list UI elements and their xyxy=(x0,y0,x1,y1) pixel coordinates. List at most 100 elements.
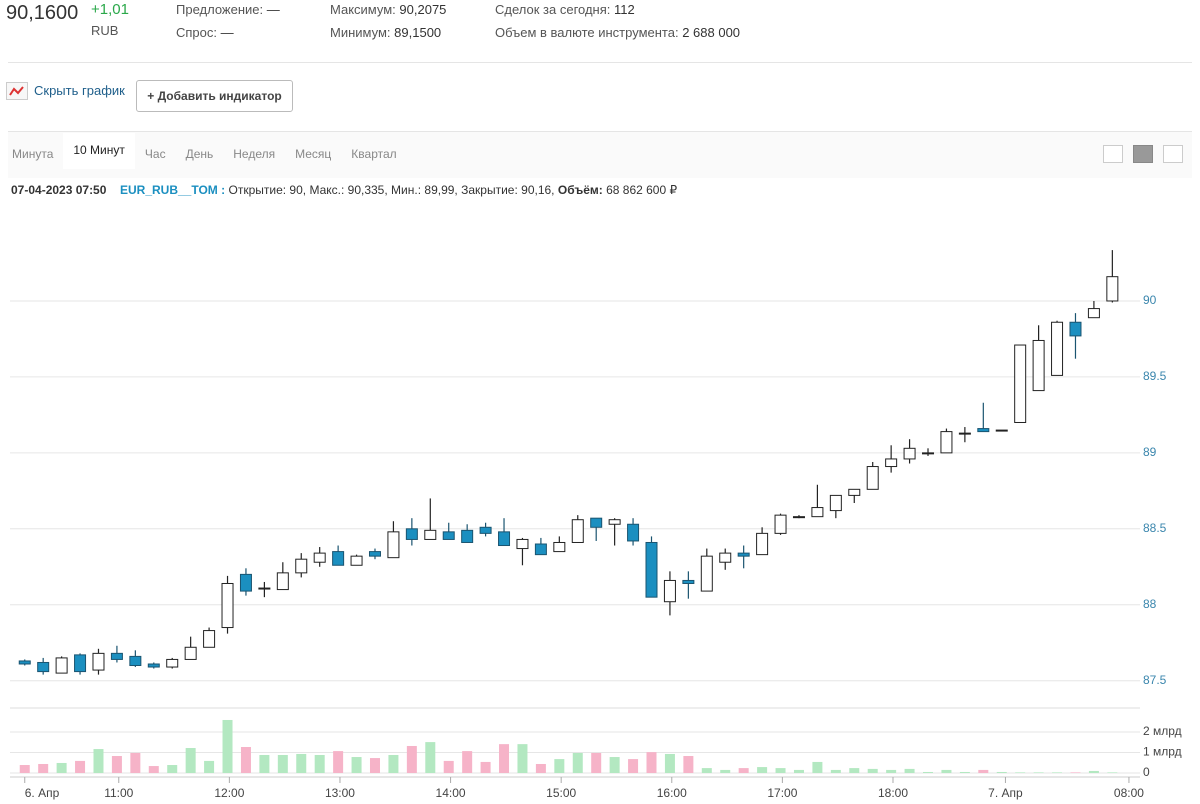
y-tick-label: 88.5 xyxy=(1143,521,1167,535)
candle-body xyxy=(203,630,216,648)
stat-value: 2 688 000 xyxy=(682,25,741,40)
candle-chart-icon[interactable] xyxy=(1133,145,1153,163)
volume-bar xyxy=(75,760,86,773)
volume-bar xyxy=(959,771,970,773)
add-indicator[interactable]: + Добавить индикатор xyxy=(136,80,293,112)
candle-body xyxy=(55,657,68,674)
tab[interactable]: День xyxy=(185,147,214,161)
line-chart-icon[interactable] xyxy=(1103,145,1123,163)
volume-bar xyxy=(406,745,417,773)
candle-body xyxy=(885,458,898,468)
x-tick-label: 6. Апр xyxy=(25,786,60,800)
bar-chart-icon[interactable] xyxy=(1163,145,1183,163)
candle-body xyxy=(995,429,1008,432)
y-tick-label: 89.5 xyxy=(1143,369,1167,383)
tab[interactable]: Неделя xyxy=(233,147,276,161)
last-price: 90,1600 xyxy=(6,2,79,24)
volume-tick-label: 1 млрд xyxy=(1143,745,1182,759)
volume-bar xyxy=(499,744,510,773)
stat-label: Предложение: xyxy=(176,2,264,17)
volume-bar xyxy=(148,766,159,773)
info-value: 89,99, xyxy=(424,183,458,197)
volume-tick-label: 0 xyxy=(1143,765,1150,779)
volume-bar xyxy=(738,768,749,773)
ticker: EUR_RUB__TOM : xyxy=(120,183,226,197)
y-tick-label: 88 xyxy=(1143,597,1157,611)
stat: Объем в валюте инструмента: 2 688 000 xyxy=(495,25,740,40)
info-line: EUR_RUB__TOM : Открытие: 90, Макс.: 90,3… xyxy=(120,183,677,197)
volume-bar xyxy=(38,763,49,773)
candle-body xyxy=(387,531,400,559)
info-label: Мин.: xyxy=(391,183,422,197)
volume-bar xyxy=(535,763,546,773)
stat-value: — xyxy=(266,2,280,17)
volume-bar xyxy=(369,758,380,773)
volume-bar xyxy=(1088,770,1099,773)
volume-bar xyxy=(1107,772,1118,773)
info-value: 90,335, xyxy=(347,183,388,197)
candle-body xyxy=(829,494,842,512)
volume-bar xyxy=(425,742,436,773)
candle-body xyxy=(682,579,695,584)
candle-body xyxy=(534,543,547,556)
x-tick-label: 14:00 xyxy=(436,786,466,800)
volume-bar xyxy=(296,753,307,773)
candle-body xyxy=(848,488,861,496)
volume-bar xyxy=(130,752,141,773)
candle-body xyxy=(350,555,363,566)
volume-bar xyxy=(443,760,454,773)
candle-body xyxy=(977,428,990,433)
candle-body xyxy=(590,517,603,528)
stat-label: Сделок за сегодня: xyxy=(495,2,611,17)
volume-bar xyxy=(1052,772,1063,773)
candle-body xyxy=(258,587,271,590)
tab[interactable]: Минута xyxy=(12,147,54,161)
candle-body xyxy=(737,552,750,557)
candle-body xyxy=(239,573,252,592)
candle-body xyxy=(719,552,732,563)
volume-bar xyxy=(720,769,731,773)
volume-bar xyxy=(1070,772,1081,773)
candle-body xyxy=(461,529,474,543)
candle-body xyxy=(903,447,916,460)
x-tick-label: 16:00 xyxy=(657,786,687,800)
volume-bar xyxy=(793,769,804,773)
volume-bar xyxy=(93,749,104,773)
x-tick-label: 12:00 xyxy=(214,786,244,800)
info-label: Закрытие: xyxy=(461,183,518,197)
stat-label: Спрос: xyxy=(176,25,217,40)
tab[interactable]: Час xyxy=(144,147,166,161)
candle-body xyxy=(516,538,529,550)
candle-body xyxy=(1106,276,1119,302)
tab[interactable]: 10 Минут xyxy=(63,133,135,169)
volume-bar xyxy=(1033,772,1044,773)
tab[interactable]: Квартал xyxy=(351,147,397,161)
volume-bar xyxy=(554,759,565,773)
candle-body xyxy=(405,528,418,540)
chart-icon xyxy=(6,82,28,100)
candle-body xyxy=(74,654,87,673)
volume-bar xyxy=(1015,772,1026,773)
volume-bar xyxy=(204,760,215,773)
candle-body xyxy=(424,529,437,540)
candle-body xyxy=(295,558,308,574)
candle-body xyxy=(553,541,566,553)
stat: Сделок за сегодня: 112 xyxy=(495,2,635,17)
volume-bar xyxy=(111,756,122,773)
volume-bar xyxy=(886,769,897,773)
stat: Спрос: — xyxy=(176,25,234,40)
hide-chart[interactable]: Скрыть график xyxy=(34,83,125,98)
candle-body xyxy=(700,555,713,592)
info-label: Открытие: xyxy=(228,183,287,197)
candle-body xyxy=(1069,321,1082,337)
volume-bar xyxy=(259,754,270,773)
info-value: 90,16, xyxy=(521,183,555,197)
y-tick-label: 89 xyxy=(1143,445,1157,459)
volume-bar xyxy=(683,756,694,773)
candle-body xyxy=(1051,321,1064,376)
y-tick-label: 90 xyxy=(1143,293,1157,307)
tab[interactable]: Месяц xyxy=(295,147,332,161)
x-tick-label: 7. Апр xyxy=(988,786,1023,800)
candle-body xyxy=(92,652,105,671)
